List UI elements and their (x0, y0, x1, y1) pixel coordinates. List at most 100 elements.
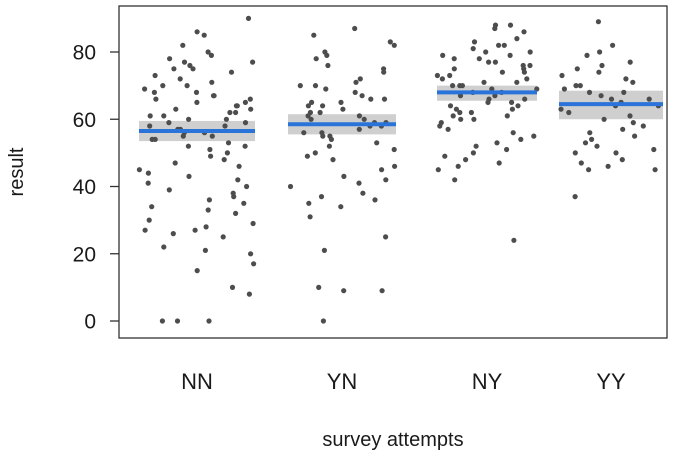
data-point-ny (445, 126, 451, 132)
data-point-nn (151, 89, 157, 95)
data-point-nn (180, 42, 186, 48)
x-tick-label-nn: NN (181, 369, 213, 394)
data-point-ny (507, 22, 514, 28)
data-point-yn (368, 96, 374, 102)
data-point-ny (435, 167, 441, 173)
data-point-ny (439, 76, 445, 82)
data-point-yy (574, 66, 580, 72)
data-point-ny (504, 146, 510, 153)
data-point-nn (206, 318, 212, 324)
data-point-yy (627, 59, 633, 65)
data-point-yn (379, 167, 385, 173)
y-axis: 0 20 40 60 80 (73, 42, 119, 334)
data-point-yy (589, 136, 595, 142)
data-point-nn (194, 99, 200, 105)
data-point-yn (341, 288, 347, 294)
data-point-yy (572, 150, 578, 156)
data-point-nn (193, 89, 200, 95)
data-point-yn (317, 109, 323, 116)
x-axis: NN YN NY YY (181, 369, 626, 394)
data-point-yn (381, 69, 387, 75)
data-point-ny (451, 56, 457, 62)
data-point-ny (527, 49, 533, 55)
data-point-nn (159, 318, 165, 324)
data-point-ny (440, 52, 446, 59)
data-point-yn (352, 89, 358, 95)
data-point-ny (492, 25, 498, 32)
data-point-yn (326, 143, 332, 149)
data-point-yy (586, 167, 592, 173)
data-point-nn (251, 261, 257, 267)
data-point-yn (313, 56, 319, 62)
data-point-ny (494, 140, 500, 146)
data-point-yn (379, 288, 385, 294)
data-point-ny (468, 109, 474, 116)
data-point-nn (209, 79, 215, 85)
data-point-ny (531, 133, 537, 139)
data-point-nn (186, 173, 192, 179)
data-point-yn (320, 133, 326, 139)
data-point-ny (452, 177, 458, 183)
data-point-yn (325, 62, 331, 69)
data-point-yn (305, 103, 311, 109)
data-point-nn (166, 120, 172, 126)
data-point-yn (320, 103, 326, 109)
y-tick-label: 60 (73, 109, 96, 132)
data-point-yn (316, 284, 322, 290)
data-point-ny (527, 62, 533, 69)
data-point-nn (146, 217, 152, 223)
data-point-nn (248, 251, 254, 257)
data-point-nn (205, 207, 211, 213)
data-point-yy (572, 194, 578, 200)
data-point-ny (483, 49, 489, 55)
data-point-yy (598, 93, 604, 99)
data-point-nn (171, 66, 177, 72)
data-point-yy (619, 157, 625, 163)
data-point-yy (652, 167, 658, 173)
data-point-nn (233, 210, 239, 216)
data-point-yn (323, 86, 329, 92)
data-point-yn (318, 194, 325, 200)
data-point-nn (241, 200, 247, 206)
data-point-nn (245, 15, 252, 21)
data-point-nn (192, 227, 198, 233)
data-point-nn (152, 72, 158, 79)
data-point-yn (374, 140, 380, 146)
data-point-ny (509, 106, 515, 112)
data-point-yn (391, 42, 397, 48)
data-point-nn (167, 56, 173, 62)
data-point-yy (582, 140, 589, 146)
data-point-ny (457, 109, 463, 116)
data-point-ny (496, 160, 502, 166)
data-point-yy (599, 62, 605, 69)
data-point-nn (228, 69, 235, 75)
data-point-nn (149, 204, 155, 210)
data-point-yn (361, 116, 367, 122)
data-point-yn (305, 113, 311, 119)
data-point-nn (242, 120, 249, 126)
data-point-nn (184, 83, 190, 89)
data-point-yn (360, 190, 366, 196)
data-point-yn (301, 130, 307, 136)
data-point-yy (559, 72, 565, 79)
data-point-nn (244, 183, 250, 190)
data-point-yn (309, 99, 315, 105)
data-point-yn (297, 83, 303, 89)
data-point-ny (486, 59, 492, 65)
data-point-ny (511, 237, 517, 243)
data-point-ny (470, 150, 476, 156)
data-point-yy (630, 79, 636, 85)
data-point-nn (153, 96, 159, 102)
y-tick-label: 0 (84, 311, 96, 334)
data-point-yy (630, 120, 636, 126)
data-point-nn (161, 244, 167, 250)
data-point-nn (181, 59, 188, 65)
data-point-ny (450, 113, 456, 119)
data-point-yy (597, 49, 603, 55)
data-point-nn (231, 194, 237, 200)
data-point-ny (457, 93, 464, 99)
data-point-yy (621, 89, 627, 95)
data-point-ny (453, 106, 459, 112)
data-point-ny (455, 163, 461, 169)
